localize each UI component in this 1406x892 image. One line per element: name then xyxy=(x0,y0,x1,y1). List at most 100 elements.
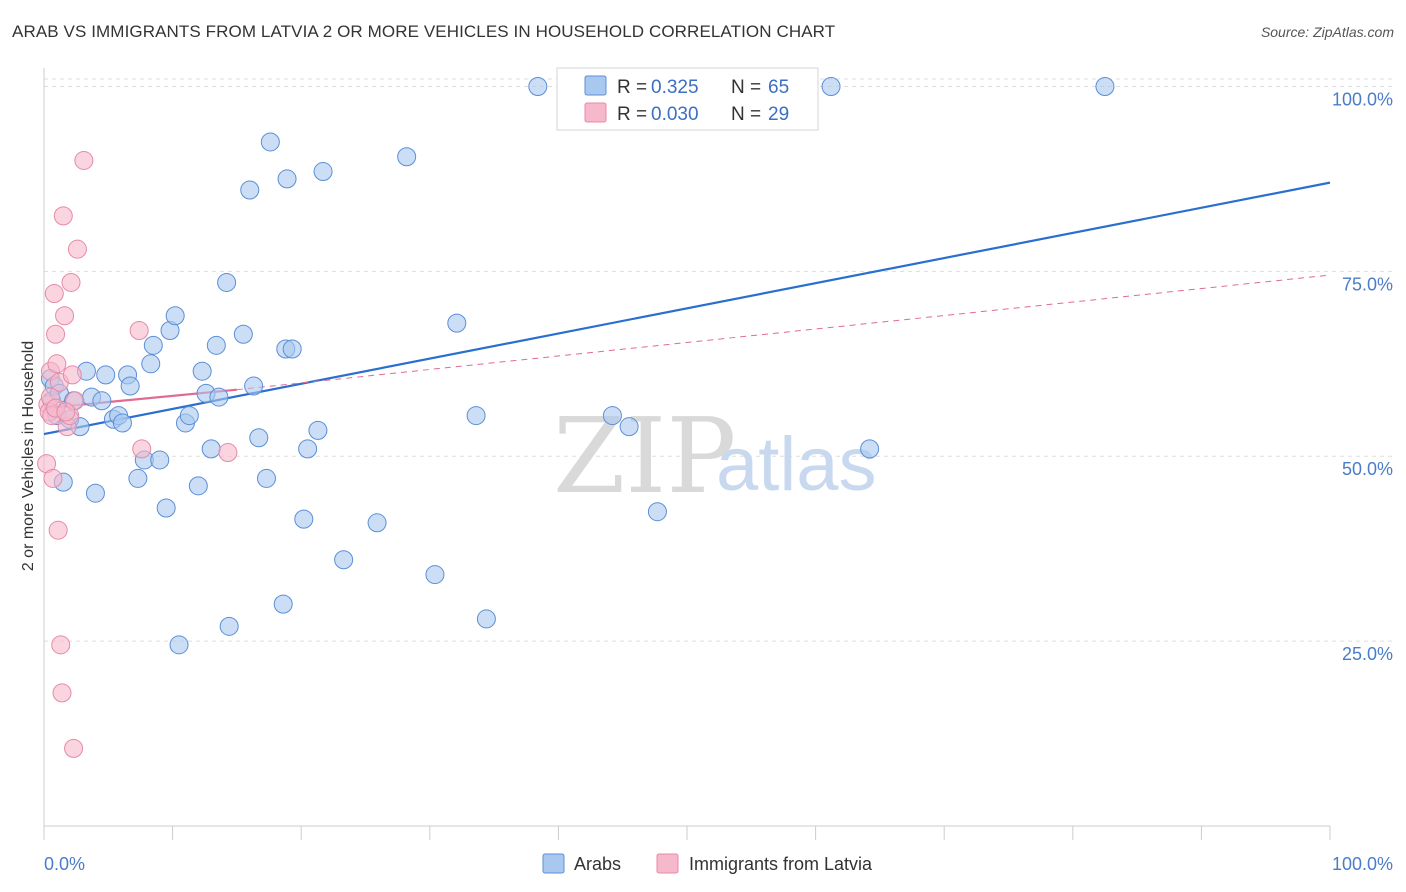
arabs-point xyxy=(128,468,148,488)
arabs-point xyxy=(96,365,116,385)
latvia-point xyxy=(64,738,84,758)
latvia-point xyxy=(218,443,238,463)
arabs-point xyxy=(298,439,318,459)
arabs-point xyxy=(619,417,639,437)
arabs-point xyxy=(334,550,354,570)
source-credit: Source: ZipAtlas.com xyxy=(1260,24,1394,40)
x-tick-labels: 0.0% 100.0% xyxy=(44,854,1393,874)
arabs-point xyxy=(240,180,260,200)
latvia-point xyxy=(56,402,76,422)
latvia-trend-extension xyxy=(236,274,1331,391)
arabs-point xyxy=(397,147,417,167)
grid-lines xyxy=(44,78,1393,642)
y-tick-label-25: 25.0% xyxy=(1342,644,1393,664)
arabs-point xyxy=(821,76,841,96)
arabs-point xyxy=(244,376,264,396)
arabs-point xyxy=(156,498,176,518)
arabs-point xyxy=(165,306,185,326)
latvia-point xyxy=(47,354,67,374)
chart-title: ARAB VS IMMIGRANTS FROM LATVIA 2 OR MORE… xyxy=(12,22,836,41)
arabs-point xyxy=(860,439,880,459)
y-tick-label-75: 75.0% xyxy=(1342,274,1393,294)
y-tick-label-100: 100.0% xyxy=(1332,89,1393,109)
latvia-point xyxy=(51,635,71,655)
watermark: ZIP atlas xyxy=(553,395,877,517)
latvia-point xyxy=(61,272,81,292)
latvia-point xyxy=(44,284,64,304)
legend-n-label-latvia: N = xyxy=(731,104,761,125)
legend-n-label-arabs: N = xyxy=(731,77,761,98)
arabs-point xyxy=(188,476,208,496)
legend-n-value-arabs: 65 xyxy=(768,77,789,98)
arabs-point xyxy=(169,635,189,655)
legend-swatch-latvia xyxy=(584,102,607,123)
arabs-point xyxy=(179,406,199,426)
arabs-point xyxy=(308,420,328,440)
series-legend-label-latvia: Immigrants from Latvia xyxy=(689,854,873,874)
arabs-point xyxy=(209,387,229,407)
arabs-point xyxy=(233,324,253,344)
y-axis-label: 2 or more Vehicles in Household xyxy=(20,341,37,571)
arabs-point xyxy=(217,272,237,292)
arabs-point xyxy=(206,335,226,355)
arabs-point xyxy=(282,339,302,359)
arabs-point xyxy=(367,513,387,533)
legend-r-label-arabs: R = xyxy=(617,77,647,98)
arabs-point xyxy=(447,313,467,333)
arabs-point xyxy=(528,76,548,96)
data-points xyxy=(37,76,1115,758)
arabs-point xyxy=(1095,76,1115,96)
arabs-point xyxy=(92,391,112,411)
latvia-point xyxy=(52,683,72,703)
latvia-point xyxy=(43,468,63,488)
arabs-point xyxy=(201,439,221,459)
arabs-point xyxy=(256,468,276,488)
x-tick-label-min: 0.0% xyxy=(44,854,85,874)
arabs-point xyxy=(141,354,161,374)
arabs-point xyxy=(85,483,105,503)
y-tick-label-50: 50.0% xyxy=(1342,459,1393,479)
arabs-point xyxy=(150,450,170,470)
arabs-point xyxy=(219,616,239,636)
arabs-point xyxy=(602,406,622,426)
series-legend: Arabs Immigrants from Latvia xyxy=(542,853,873,874)
arabs-point xyxy=(647,502,667,522)
x-tick-marks xyxy=(43,826,1331,840)
watermark-atlas: atlas xyxy=(716,422,877,507)
y-tick-labels: 25.0% 50.0% 75.0% 100.0% xyxy=(1332,89,1393,664)
legend-r-value-latvia: 0.030 xyxy=(651,104,699,125)
legend-n-value-latvia: 29 xyxy=(768,104,789,125)
correlation-legend: R = 0.325 N = 65 R = 0.030 N = 29 xyxy=(556,67,819,131)
x-tick-label-max: 100.0% xyxy=(1332,854,1393,874)
latvia-point xyxy=(55,306,75,326)
arabs-point xyxy=(143,335,163,355)
arabs-point xyxy=(120,376,140,396)
arabs-point xyxy=(273,594,293,614)
legend-r-label-latvia: R = xyxy=(617,104,647,125)
series-legend-swatch-latvia xyxy=(656,853,679,874)
series-legend-swatch-arabs xyxy=(542,853,565,874)
latvia-point xyxy=(53,206,73,226)
arabs-point xyxy=(476,609,496,629)
arabs-point xyxy=(466,406,486,426)
arabs-point xyxy=(313,162,333,182)
latvia-point xyxy=(62,365,82,385)
arabs-point xyxy=(425,565,445,585)
legend-r-value-arabs: 0.325 xyxy=(651,77,699,98)
latvia-point xyxy=(74,150,94,170)
watermark-zip: ZIP xyxy=(553,395,736,517)
arabs-point xyxy=(277,169,297,189)
arabs-point xyxy=(294,509,314,529)
latvia-point xyxy=(48,520,68,540)
latvia-point xyxy=(46,324,66,344)
legend-swatch-arabs xyxy=(584,75,607,96)
arabs-point xyxy=(112,413,132,433)
series-legend-label-arabs: Arabs xyxy=(574,854,621,874)
latvia-point xyxy=(67,239,87,259)
latvia-point xyxy=(129,321,149,341)
arabs-point xyxy=(192,361,212,381)
arabs-point xyxy=(260,132,280,152)
arabs-point xyxy=(249,428,269,448)
latvia-point xyxy=(132,439,152,459)
